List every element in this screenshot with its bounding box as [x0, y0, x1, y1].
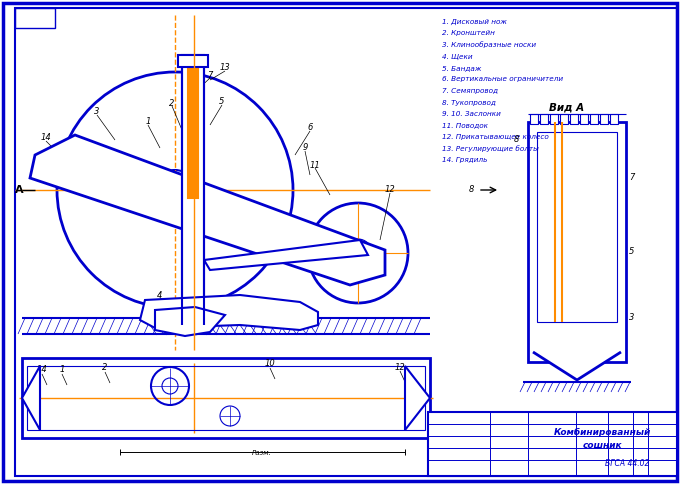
Bar: [428, 412, 677, 476]
Text: 2: 2: [169, 99, 175, 107]
Text: 6. Вертикальные ограничители: 6. Вертикальные ограничители: [442, 76, 563, 82]
Bar: [27, 366, 425, 430]
Text: 8. Тукопровод: 8. Тукопровод: [442, 100, 496, 106]
Text: 12: 12: [394, 363, 405, 372]
Bar: [600, 114, 608, 124]
Text: 4: 4: [157, 290, 163, 300]
Bar: [610, 114, 618, 124]
Text: 14: 14: [41, 134, 52, 142]
Text: 11: 11: [309, 161, 320, 169]
Bar: [540, 114, 548, 124]
Text: 9. 10. Заслонки: 9. 10. Заслонки: [442, 111, 501, 117]
Text: 6: 6: [307, 123, 313, 133]
Polygon shape: [405, 366, 430, 430]
Text: Комбинированный: Комбинированный: [554, 427, 651, 437]
Text: 3: 3: [629, 313, 634, 321]
Text: 8: 8: [469, 185, 474, 195]
Bar: [178, 55, 208, 67]
Text: 2. Кронштейн: 2. Кронштейн: [442, 30, 495, 36]
Polygon shape: [140, 295, 318, 330]
Polygon shape: [204, 240, 368, 270]
Bar: [580, 114, 588, 124]
Text: Разм.: Разм.: [252, 450, 272, 456]
Text: 7: 7: [629, 172, 634, 182]
Text: 7: 7: [207, 71, 213, 79]
Text: 9: 9: [303, 143, 307, 152]
Text: 14. Грядиль: 14. Грядиль: [442, 157, 488, 163]
Text: 7. Семяпровод: 7. Семяпровод: [442, 88, 498, 94]
Bar: [182, 55, 204, 320]
Text: 5: 5: [220, 97, 224, 106]
Text: 3: 3: [95, 107, 100, 117]
Text: БГСА 44.02: БГСА 44.02: [605, 459, 649, 469]
Bar: [560, 114, 568, 124]
Text: 2: 2: [102, 363, 107, 373]
Text: Вид A: Вид A: [549, 103, 585, 113]
Text: A: A: [15, 185, 23, 195]
Bar: [530, 114, 538, 124]
Text: 3. Клинообразные носки: 3. Клинообразные носки: [442, 42, 536, 48]
Polygon shape: [22, 366, 40, 430]
Text: 1: 1: [59, 365, 65, 375]
Text: 13: 13: [220, 63, 231, 73]
Bar: [188, 58, 198, 198]
Text: 12. Прикатывающее колесо: 12. Прикатывающее колесо: [442, 134, 549, 140]
Polygon shape: [155, 307, 225, 336]
Text: 1. Дисковый нож: 1. Дисковый нож: [442, 19, 507, 25]
Bar: [550, 114, 558, 124]
Text: 10: 10: [265, 360, 275, 368]
Text: сошник: сошник: [582, 441, 622, 451]
Bar: [537, 132, 617, 322]
Text: 5: 5: [629, 247, 634, 257]
Polygon shape: [30, 135, 385, 285]
Bar: [570, 114, 578, 124]
Text: 13. Регулирующие болты: 13. Регулирующие болты: [442, 145, 539, 152]
Text: 5. Бандаж: 5. Бандаж: [442, 65, 481, 71]
Polygon shape: [533, 352, 621, 380]
Text: 8: 8: [513, 136, 519, 145]
Text: 4. Щеки: 4. Щеки: [442, 53, 473, 60]
Text: 1: 1: [146, 118, 151, 126]
Bar: [590, 114, 598, 124]
Text: 12: 12: [385, 185, 395, 195]
Text: 14: 14: [37, 365, 48, 375]
Bar: [15, 8, 55, 28]
Bar: [528, 122, 626, 362]
Bar: [22, 358, 430, 438]
Text: 11. Поводок: 11. Поводок: [442, 122, 488, 128]
